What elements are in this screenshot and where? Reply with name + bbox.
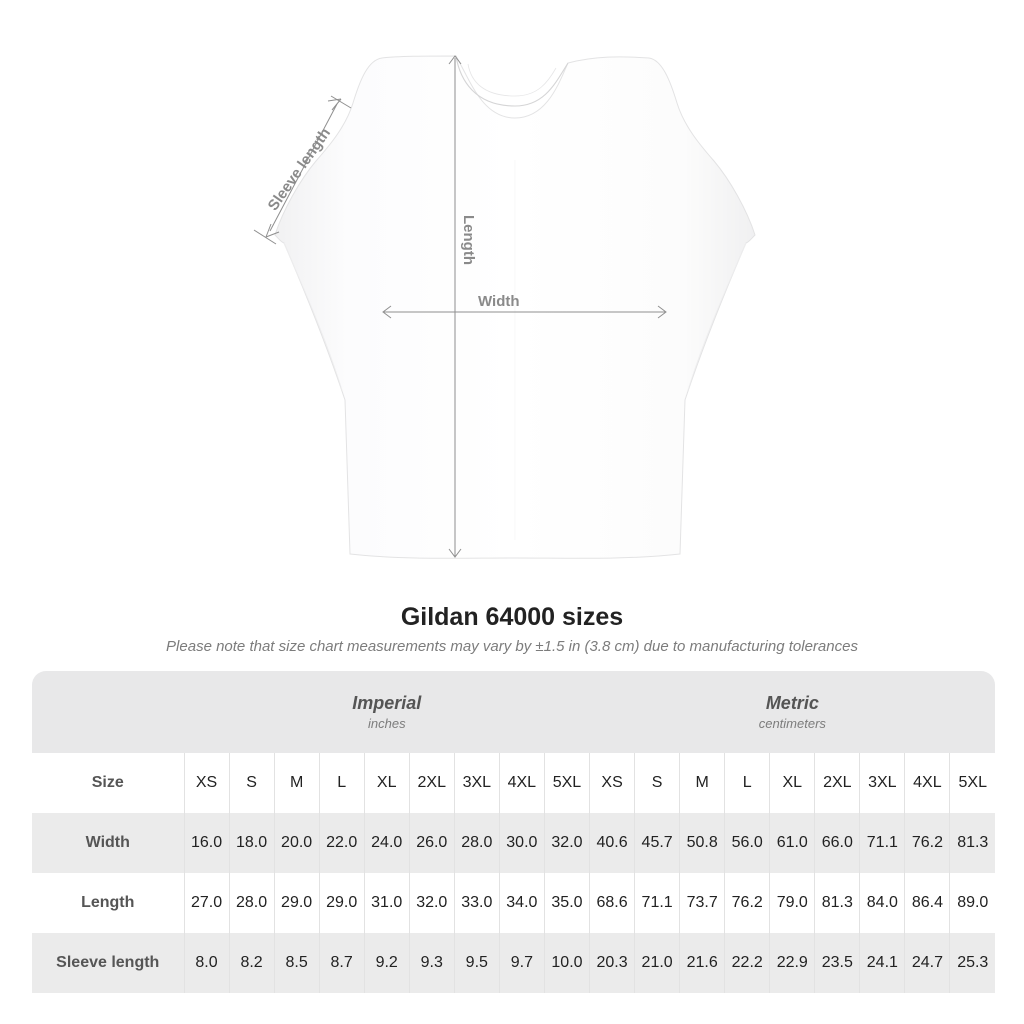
svg-text:Sleeve length: Sleeve length: [265, 125, 334, 214]
